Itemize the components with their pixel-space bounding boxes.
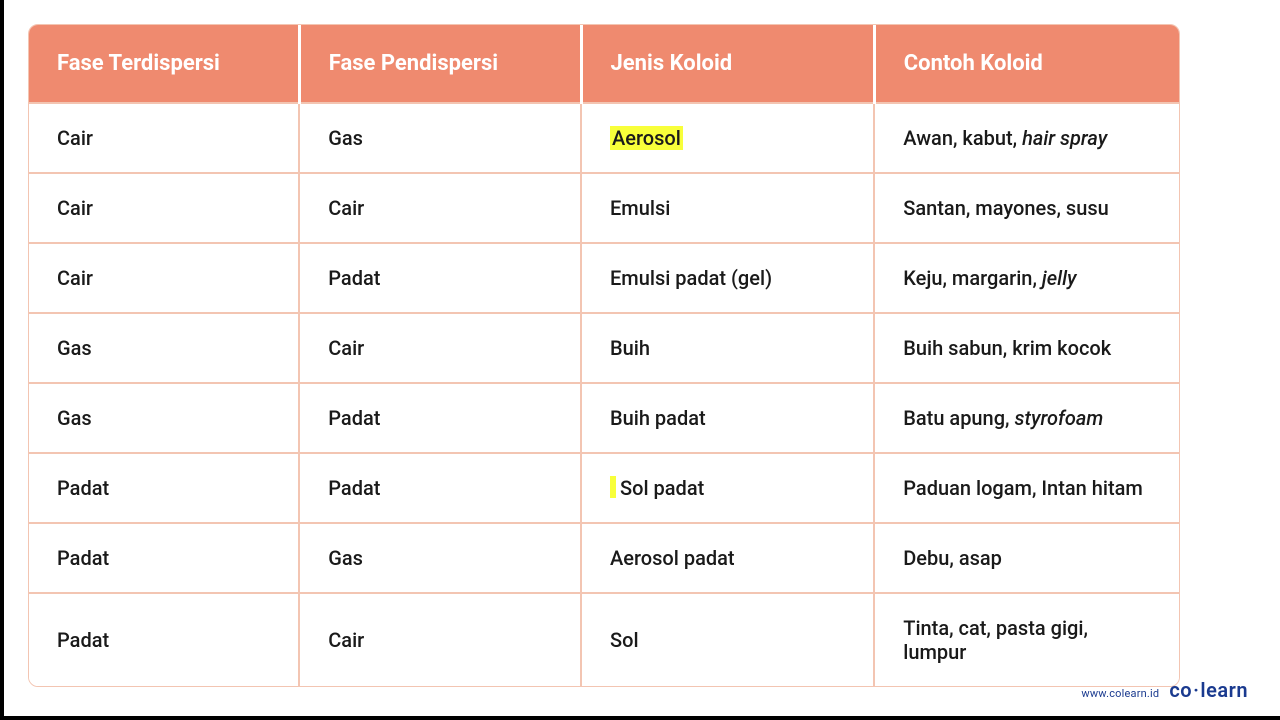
- example-italic: jelly: [1042, 266, 1077, 290]
- cell-type: Emulsi: [581, 173, 874, 243]
- col-header-medium: Fase Pendispersi: [299, 25, 581, 103]
- highlight-bar: [610, 476, 616, 498]
- slide-frame: Fase Terdispersi Fase Pendispersi Jenis …: [0, 0, 1280, 720]
- cell-dispersed: Cair: [29, 243, 299, 313]
- cell-example: Keju, margarin, jelly: [874, 243, 1179, 313]
- cell-example: Buih sabun, krim kocok: [874, 313, 1179, 383]
- table-row: PadatCair Sol Tinta, cat, pasta gigi, lump…: [29, 593, 1179, 686]
- brand-part-a: co: [1169, 678, 1192, 702]
- example-text: Debu, asap: [903, 546, 1002, 570]
- col-header-dispersed: Fase Terdispersi: [29, 25, 299, 103]
- example-text: Awan, kabut,: [903, 126, 1022, 150]
- cell-type: Buih: [581, 313, 874, 383]
- cell-example: Awan, kabut, hair spray: [874, 103, 1179, 173]
- cell-type: Aerosol padat: [581, 523, 874, 593]
- cell-dispersed: Padat: [29, 453, 299, 523]
- cell-type: Aerosol: [581, 103, 874, 173]
- footer: www.colearn.id co·learn: [1081, 678, 1248, 702]
- cell-dispersed: Gas: [29, 313, 299, 383]
- type-text-suffix: Sol padat: [620, 476, 704, 500]
- table-header-row: Fase Terdispersi Fase Pendispersi Jenis …: [29, 25, 1179, 103]
- cell-medium: Padat: [299, 383, 581, 453]
- brand-part-b: learn: [1200, 678, 1248, 702]
- example-text: Paduan logam, Intan hitam: [903, 476, 1143, 500]
- cell-example: Santan, mayones, susu: [874, 173, 1179, 243]
- cell-dispersed: Cair: [29, 173, 299, 243]
- type-text: Buih padat: [610, 406, 706, 430]
- example-text: Santan, mayones, susu: [903, 196, 1109, 220]
- example-text: Keju, margarin,: [903, 266, 1042, 290]
- cell-type: Emulsi padat (gel): [581, 243, 874, 313]
- example-text: Tinta, cat, pasta gigi, lumpur: [903, 616, 1088, 664]
- footer-brand: co·learn: [1169, 678, 1248, 702]
- type-text: Buih: [610, 336, 650, 360]
- type-text: Emulsi padat (gel): [610, 266, 772, 290]
- cell-medium: Cair: [299, 313, 581, 383]
- cell-medium: Gas: [299, 103, 581, 173]
- cell-dispersed: Gas: [29, 383, 299, 453]
- colloid-table: Fase Terdispersi Fase Pendispersi Jenis …: [28, 24, 1180, 687]
- table-row: GasPadat Buih padat Batu apung, styrofoam: [29, 383, 1179, 453]
- cell-example: Tinta, cat, pasta gigi, lumpur: [874, 593, 1179, 686]
- cell-type: Sol padat: [581, 453, 874, 523]
- type-text: Aerosol padat: [610, 546, 735, 570]
- type-highlight: Aerosol: [610, 126, 683, 150]
- example-italic: styrofoam: [1014, 406, 1103, 430]
- col-header-type: Jenis Koloid: [581, 25, 874, 103]
- cell-medium: Padat: [299, 453, 581, 523]
- example-text: Batu apung,: [903, 406, 1014, 430]
- type-text: Emulsi: [610, 196, 670, 220]
- cell-dispersed: Cair: [29, 103, 299, 173]
- table-row: CairGas Aerosol Awan, kabut, hair spray: [29, 103, 1179, 173]
- cell-medium: Cair: [299, 173, 581, 243]
- table-row: PadatGas Aerosol padat Debu, asap: [29, 523, 1179, 593]
- type-text: Sol: [610, 628, 639, 652]
- cell-dispersed: Padat: [29, 523, 299, 593]
- table: Fase Terdispersi Fase Pendispersi Jenis …: [29, 25, 1179, 686]
- cell-dispersed: Padat: [29, 593, 299, 686]
- brand-dot: ·: [1193, 678, 1199, 702]
- table-row: PadatPadat Sol padat Paduan logam, Intan h…: [29, 453, 1179, 523]
- cell-example: Paduan logam, Intan hitam: [874, 453, 1179, 523]
- cell-example: Debu, asap: [874, 523, 1179, 593]
- col-header-example: Contoh Koloid: [874, 25, 1179, 103]
- example-text: Buih sabun, krim kocok: [903, 336, 1111, 360]
- example-italic: hair spray: [1022, 126, 1107, 150]
- footer-url: www.colearn.id: [1081, 687, 1159, 700]
- cell-medium: Gas: [299, 523, 581, 593]
- table-row: GasCair Buih Buih sabun, krim kocok: [29, 313, 1179, 383]
- cell-type: Buih padat: [581, 383, 874, 453]
- table-row: CairPadat Emulsi padat (gel) Keju, margari…: [29, 243, 1179, 313]
- cell-medium: Padat: [299, 243, 581, 313]
- table-row: CairCair Emulsi Santan, mayones, susu: [29, 173, 1179, 243]
- cell-example: Batu apung, styrofoam: [874, 383, 1179, 453]
- cell-type: Sol: [581, 593, 874, 686]
- cell-medium: Cair: [299, 593, 581, 686]
